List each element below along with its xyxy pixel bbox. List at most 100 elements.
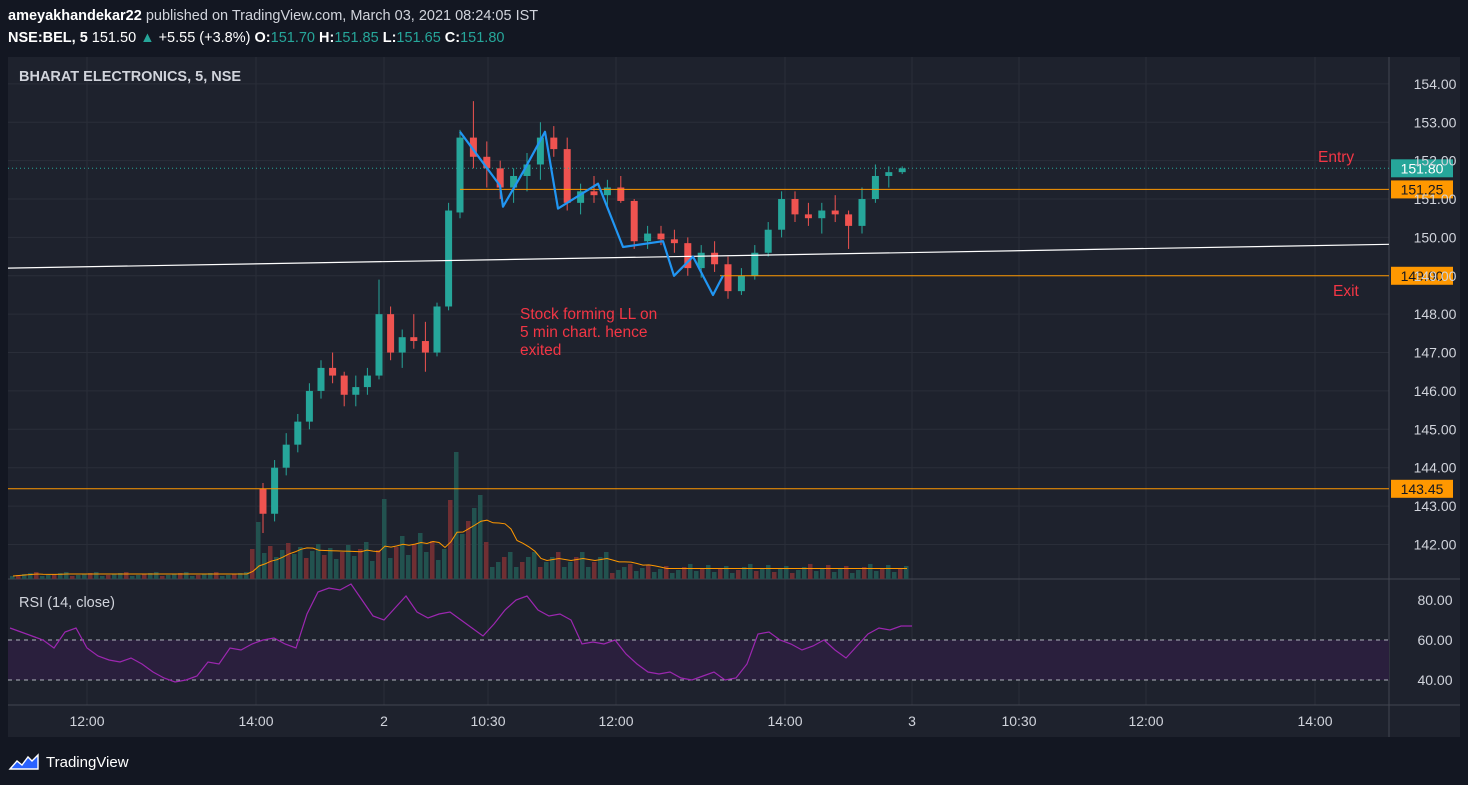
time-tick-label: 14:00 <box>1297 713 1332 729</box>
volume-bar <box>496 562 501 579</box>
volume-bar <box>214 572 219 579</box>
candle-body <box>352 387 360 395</box>
price-tick-label: 150.00 <box>1414 229 1457 245</box>
candle-body <box>577 191 585 203</box>
volume-bar <box>772 572 777 579</box>
volume-bar <box>676 570 681 579</box>
author-name[interactable]: ameyakhandekar22 <box>8 8 142 24</box>
candle-body <box>697 252 705 269</box>
volume-bar <box>154 572 159 579</box>
volume-bar <box>136 575 141 579</box>
volume-bar <box>10 576 15 579</box>
volume-bar <box>478 495 483 579</box>
volume-bar <box>418 533 423 579</box>
brand-name[interactable]: TradingView <box>46 753 129 771</box>
volume-bar <box>724 566 729 579</box>
candle-body <box>670 239 678 244</box>
volume-bar <box>526 557 531 579</box>
price-tick-label: 147.00 <box>1414 345 1457 361</box>
price-tick-label: 151.00 <box>1414 191 1457 207</box>
volume-bar <box>472 508 477 579</box>
volume-bar <box>142 574 147 579</box>
volume-bar <box>730 573 735 579</box>
volume-bar <box>124 572 129 579</box>
rsi-label: RSI (14, close) <box>19 595 115 611</box>
volume-bar <box>130 576 135 579</box>
grid <box>8 57 1460 737</box>
volume-bar <box>262 553 267 579</box>
time-tick-label: 2 <box>380 713 388 729</box>
candle-body <box>885 172 893 176</box>
candle-body <box>644 233 652 242</box>
volume-bar <box>838 569 843 579</box>
volume-bar <box>400 536 405 579</box>
tradingview-logo-icon[interactable] <box>8 752 40 772</box>
volume-bar <box>346 545 351 579</box>
volume-bar <box>22 574 27 579</box>
volume-bar <box>544 562 549 579</box>
volume-bar <box>514 567 519 579</box>
candle-body <box>818 210 826 219</box>
volume-bar <box>898 569 903 579</box>
time-tick-label: 10:30 <box>470 713 505 729</box>
candle-body <box>737 275 745 292</box>
volume-bar <box>82 574 87 579</box>
volume-bar <box>220 576 225 579</box>
candle-body <box>510 175 518 188</box>
volume-bar <box>538 567 543 579</box>
volume-bar <box>298 547 303 579</box>
volume-bar <box>490 567 495 579</box>
note-annotation-line: Stock forming LL on <box>520 306 657 323</box>
volume-bar <box>202 574 207 579</box>
note-annotation-line: 5 min chart. hence <box>520 324 648 341</box>
chart-canvas[interactable]: 151.25 149.00 143.45 151.80 Entry Exit Stock f… <box>7 57 1460 737</box>
volume-bar <box>430 541 435 579</box>
price-tick-label: 154.00 <box>1414 76 1457 92</box>
volume-bar <box>820 568 825 579</box>
volume-bar <box>592 562 597 579</box>
candle-body <box>630 200 638 242</box>
volume-bar <box>88 573 93 579</box>
price-tick-label: 152.00 <box>1414 153 1457 169</box>
high-value: 151.85 <box>334 30 379 46</box>
volume-bar <box>448 500 453 579</box>
volume-bar <box>190 576 195 579</box>
volume-bar <box>46 575 51 579</box>
price-tick-label: 149.00 <box>1414 268 1457 284</box>
volume-bar <box>340 552 345 579</box>
exit-annotation: Exit <box>1333 283 1360 300</box>
volume-bar <box>712 572 717 579</box>
horizontal-line-label-bg <box>1391 266 1453 285</box>
volume-bar <box>388 558 393 579</box>
price-tick-label: 146.00 <box>1414 383 1457 399</box>
volume-bar <box>640 568 645 579</box>
volume-bar <box>574 557 579 579</box>
price-tick-label: 142.00 <box>1414 536 1457 552</box>
symbol-name[interactable]: NSE:BEL, 5 <box>8 30 88 46</box>
volume-bar <box>658 569 663 579</box>
volume-bar <box>796 570 801 579</box>
volume-bar <box>322 555 327 579</box>
candle-body <box>375 314 383 376</box>
volume-bar <box>700 568 705 579</box>
volume-bar <box>286 543 291 579</box>
volume-bar <box>304 558 309 579</box>
last-price-label: 151.80 <box>1401 160 1444 176</box>
chart-area[interactable]: 151.25 149.00 143.45 151.80 Entry Exit Stock f… <box>7 57 1460 737</box>
volume-bar <box>550 557 555 579</box>
horizontal-line-label: 149.00 <box>1401 268 1444 284</box>
volume-bar <box>328 548 333 579</box>
volume-bar <box>184 572 189 579</box>
rsi-pane <box>8 583 1389 683</box>
volume-bar <box>844 566 849 579</box>
volume-bar <box>316 544 321 579</box>
candles <box>259 101 906 533</box>
volume-bar <box>562 567 567 579</box>
volume-bar <box>118 573 123 579</box>
volume-bar <box>874 571 879 579</box>
candle-body <box>305 390 313 422</box>
candle-body <box>751 252 759 276</box>
volume-bar <box>364 542 369 579</box>
candle-body <box>259 488 267 514</box>
price-change: +5.55 (+3.8%) <box>158 30 251 46</box>
